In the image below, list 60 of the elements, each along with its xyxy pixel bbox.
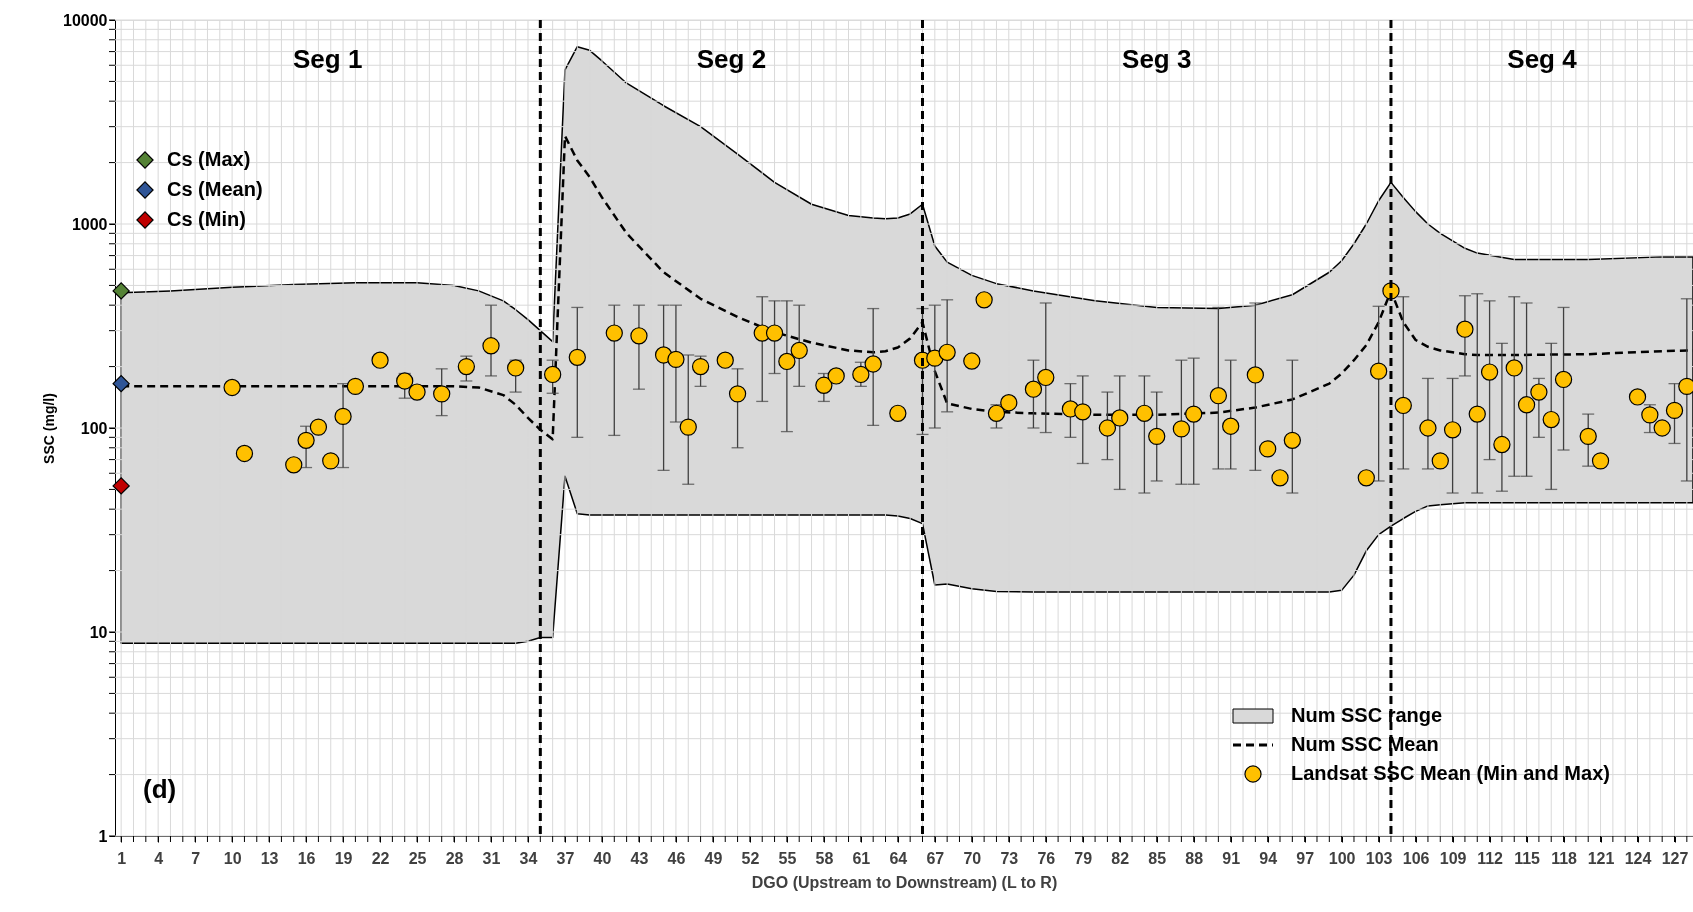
annotation: Seg 3: [1122, 44, 1192, 74]
x-tick-label: 94: [1259, 849, 1278, 867]
x-tick-label: 4: [154, 849, 164, 867]
legend-label: Cs (Max): [167, 148, 251, 170]
x-tick-label: 31: [482, 849, 501, 867]
x-tick-label: 55: [778, 849, 797, 867]
x-tick-label: 115: [1514, 849, 1541, 867]
legend-label: Num SSC range: [1291, 704, 1443, 726]
x-tick-label: 118: [1551, 849, 1578, 867]
x-tick-label: 22: [371, 849, 390, 867]
y-tick-label: 10: [89, 623, 108, 641]
y-tick-label: 1000: [71, 215, 108, 233]
x-tick-label: 43: [630, 849, 649, 867]
x-tick-label: 40: [593, 849, 612, 867]
x-tick-label: 28: [445, 849, 464, 867]
x-tick-label: 127: [1661, 849, 1689, 867]
x-tick-label: 100: [1328, 849, 1356, 867]
x-tick-label: 46: [667, 849, 686, 867]
x-tick-label: 103: [1365, 849, 1393, 867]
x-tick-label: 70: [963, 849, 982, 867]
x-tick-label: 37: [556, 849, 575, 867]
x-tick-label: 34: [519, 849, 538, 867]
y-tick-label: 10000: [63, 11, 108, 29]
x-tick-label: 49: [704, 849, 723, 867]
x-tick-label: 16: [297, 849, 316, 867]
x-tick-label: 124: [1624, 849, 1652, 867]
x-tick-label: 97: [1296, 849, 1315, 867]
x-tick-label: 121: [1587, 849, 1615, 867]
annotation: Seg 4: [1507, 44, 1578, 74]
legend-label: Cs (Mean): [167, 178, 263, 200]
y-tick-label: 100: [80, 419, 108, 437]
x-tick-label: 7: [191, 849, 201, 867]
x-tick-label: 64: [889, 849, 908, 867]
annotation: Seg 2: [696, 44, 767, 74]
x-tick-label: 112: [1477, 849, 1504, 867]
x-tick-label: 73: [1000, 849, 1019, 867]
x-tick-label: 58: [815, 849, 834, 867]
y-axis-title: SSC (mg/l): [41, 393, 58, 464]
x-tick-label: 25: [408, 849, 427, 867]
legend-label: Landsat SSC Mean (Min and Max): [1291, 762, 1610, 784]
x-tick-label: 109: [1439, 849, 1467, 867]
annotation: (d): [143, 774, 177, 804]
legend-label: Cs (Min): [167, 208, 246, 230]
x-tick-label: 19: [334, 849, 353, 867]
x-tick-label: 61: [852, 849, 871, 867]
x-tick-label: 52: [741, 849, 760, 867]
annotation: Seg 1: [292, 44, 363, 74]
x-tick-label: 88: [1185, 849, 1204, 867]
x-axis-title: DGO (Upstream to Downstream) (L to R): [751, 873, 1058, 891]
x-tick-label: 106: [1402, 849, 1430, 867]
y-tick-label: 1: [98, 827, 108, 845]
x-tick-label: 10: [223, 849, 242, 867]
x-tick-label: 82: [1111, 849, 1130, 867]
x-tick-label: 79: [1074, 849, 1093, 867]
x-tick-label: 13: [260, 849, 279, 867]
x-tick-label: 1: [117, 849, 127, 867]
x-tick-label: 91: [1222, 849, 1241, 867]
x-tick-label: 85: [1148, 849, 1167, 867]
x-tick-label: 76: [1037, 849, 1056, 867]
x-tick-label: 67: [926, 849, 945, 867]
